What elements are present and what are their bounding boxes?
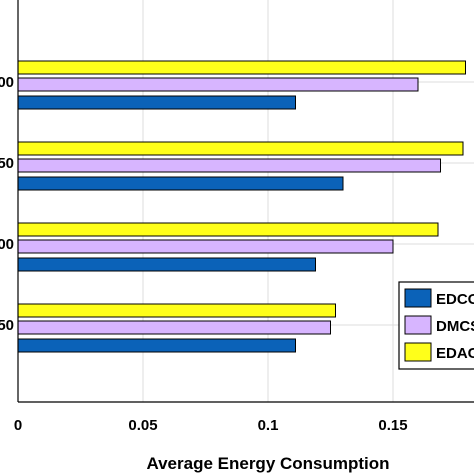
bar-edac xyxy=(17,141,464,156)
y-tick-label: 50 xyxy=(0,155,14,172)
x-tick-labels: 0 0.05 0.1 0.15 xyxy=(14,417,408,434)
legend-label-edac: EDAC xyxy=(436,345,474,362)
bar-edac xyxy=(17,303,336,318)
x-tick-label: 0 xyxy=(14,417,22,434)
legend-label-dmcs: DMCS xyxy=(436,318,474,335)
x-tick-label: 0.15 xyxy=(378,417,407,434)
bar-edac xyxy=(17,222,439,237)
bar-edco xyxy=(17,338,296,353)
bar-dmcs xyxy=(17,239,394,254)
y-tick-label: 00 xyxy=(0,236,14,253)
bar-edco xyxy=(17,176,344,191)
legend-swatch-edac xyxy=(404,342,432,362)
legend-label-edco: EDCO xyxy=(436,291,474,308)
x-tick-label: 0.05 xyxy=(128,417,157,434)
y-tick-label: 50 xyxy=(0,317,14,334)
legend-swatch-dmcs xyxy=(404,315,432,335)
bar-dmcs xyxy=(17,77,419,92)
bar-dmcs xyxy=(17,320,331,335)
bar-edco xyxy=(17,95,296,110)
bar-dmcs xyxy=(17,158,441,173)
legend-swatch-edco xyxy=(404,288,432,308)
bars xyxy=(17,60,466,353)
bar-edac xyxy=(17,60,466,75)
y-tick-labels: 00 50 00 50 xyxy=(0,74,14,334)
y-tick-label: 00 xyxy=(0,74,14,91)
x-axis-title: Average Energy Consumption xyxy=(146,454,389,473)
bar-edco xyxy=(17,257,316,272)
legend: EDCO DMCS EDAC xyxy=(398,281,474,370)
x-tick-label: 0.1 xyxy=(258,417,279,434)
